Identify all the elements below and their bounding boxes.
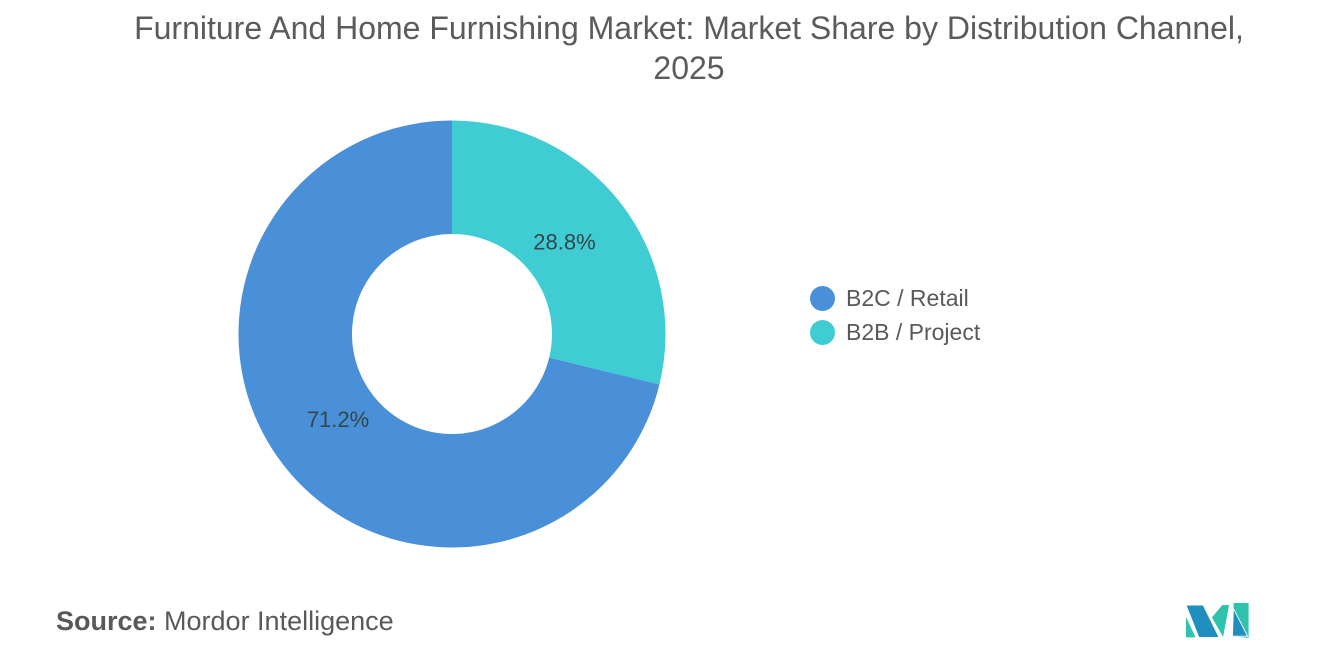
svg-text:28.8%: 28.8% (533, 229, 595, 254)
svg-text:71.2%: 71.2% (307, 407, 369, 432)
